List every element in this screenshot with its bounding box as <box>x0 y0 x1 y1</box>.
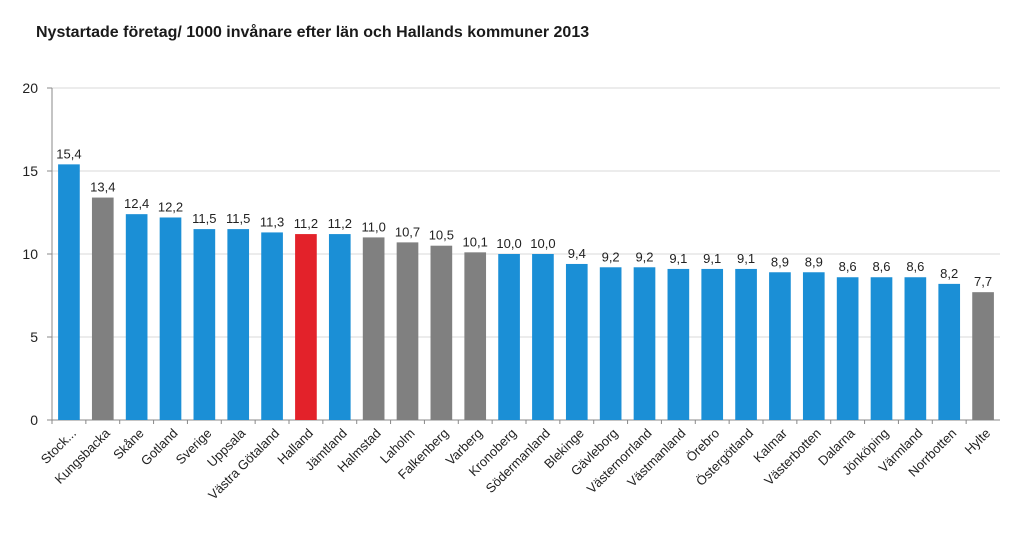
data-label: 11,3 <box>260 214 284 229</box>
data-label: 7,7 <box>974 274 992 289</box>
value-labels: 15,4 13,4 12,4 12,2 11,5 11,5 11,3 11,2 11,2 11,0… <box>56 146 992 289</box>
chart-title: Nystartade företag/ 1000 invånare efter … <box>36 24 590 41</box>
y-tick-label: 15 <box>22 163 38 179</box>
data-label: 10,5 <box>429 228 454 243</box>
bar <box>565 263 588 420</box>
bar <box>159 217 182 420</box>
bar <box>972 292 994 420</box>
data-label: 8,9 <box>805 254 823 269</box>
x-axis-labels: Stock...KungsbackaSkåneGotlandSverigeUpp… <box>38 420 993 503</box>
data-label: 9,1 <box>703 251 721 266</box>
bar <box>193 229 216 420</box>
bar <box>125 214 148 420</box>
bar <box>227 229 250 420</box>
bar <box>802 272 825 420</box>
data-label: 9,1 <box>737 251 755 266</box>
bar <box>599 267 622 420</box>
bar <box>735 268 757 420</box>
data-label: 10,0 <box>496 236 521 251</box>
bar <box>701 268 724 420</box>
bar <box>91 197 114 420</box>
data-label: 9,4 <box>568 246 586 261</box>
bar <box>396 242 419 420</box>
data-label: 13,4 <box>90 180 115 195</box>
bar <box>362 237 385 420</box>
bar <box>633 267 656 420</box>
data-label: 8,2 <box>940 266 958 281</box>
bar <box>667 268 690 420</box>
x-tick-label: Hylte <box>962 426 994 458</box>
bar <box>261 232 283 420</box>
bar <box>58 164 80 420</box>
bar <box>498 254 520 420</box>
bar <box>769 272 791 420</box>
bar <box>532 254 554 420</box>
bar <box>904 277 927 420</box>
data-label: 11,5 <box>226 211 250 226</box>
data-label: 10,7 <box>395 224 420 239</box>
y-tick-label: 10 <box>22 246 38 262</box>
bar <box>464 252 487 420</box>
data-label: 9,2 <box>635 249 653 264</box>
data-label: 8,6 <box>872 259 890 274</box>
bar <box>328 234 351 420</box>
bar <box>870 277 893 420</box>
data-label: 9,1 <box>669 251 687 266</box>
data-label: 11,2 <box>294 216 318 231</box>
bar <box>836 277 859 420</box>
data-label: 8,6 <box>839 259 857 274</box>
bar <box>295 234 317 420</box>
x-tick-label: Gotland <box>138 426 181 469</box>
data-label: 11,5 <box>192 211 216 226</box>
y-tick-label: 0 <box>30 412 38 428</box>
bars <box>58 164 994 420</box>
data-label: 8,9 <box>771 254 789 269</box>
data-label: 9,2 <box>602 249 620 264</box>
data-label: 12,2 <box>158 199 183 214</box>
data-label: 11,0 <box>361 219 385 234</box>
bar <box>430 245 453 420</box>
data-label: 8,6 <box>906 259 924 274</box>
data-label: 12,4 <box>124 196 149 211</box>
bar <box>938 283 961 420</box>
y-tick-label: 20 <box>22 80 38 96</box>
data-label: 15,4 <box>56 146 81 161</box>
data-label: 10,1 <box>463 234 488 249</box>
data-label: 10,0 <box>530 236 555 251</box>
y-tick-label: 5 <box>30 329 38 345</box>
data-label: 11,2 <box>328 216 352 231</box>
